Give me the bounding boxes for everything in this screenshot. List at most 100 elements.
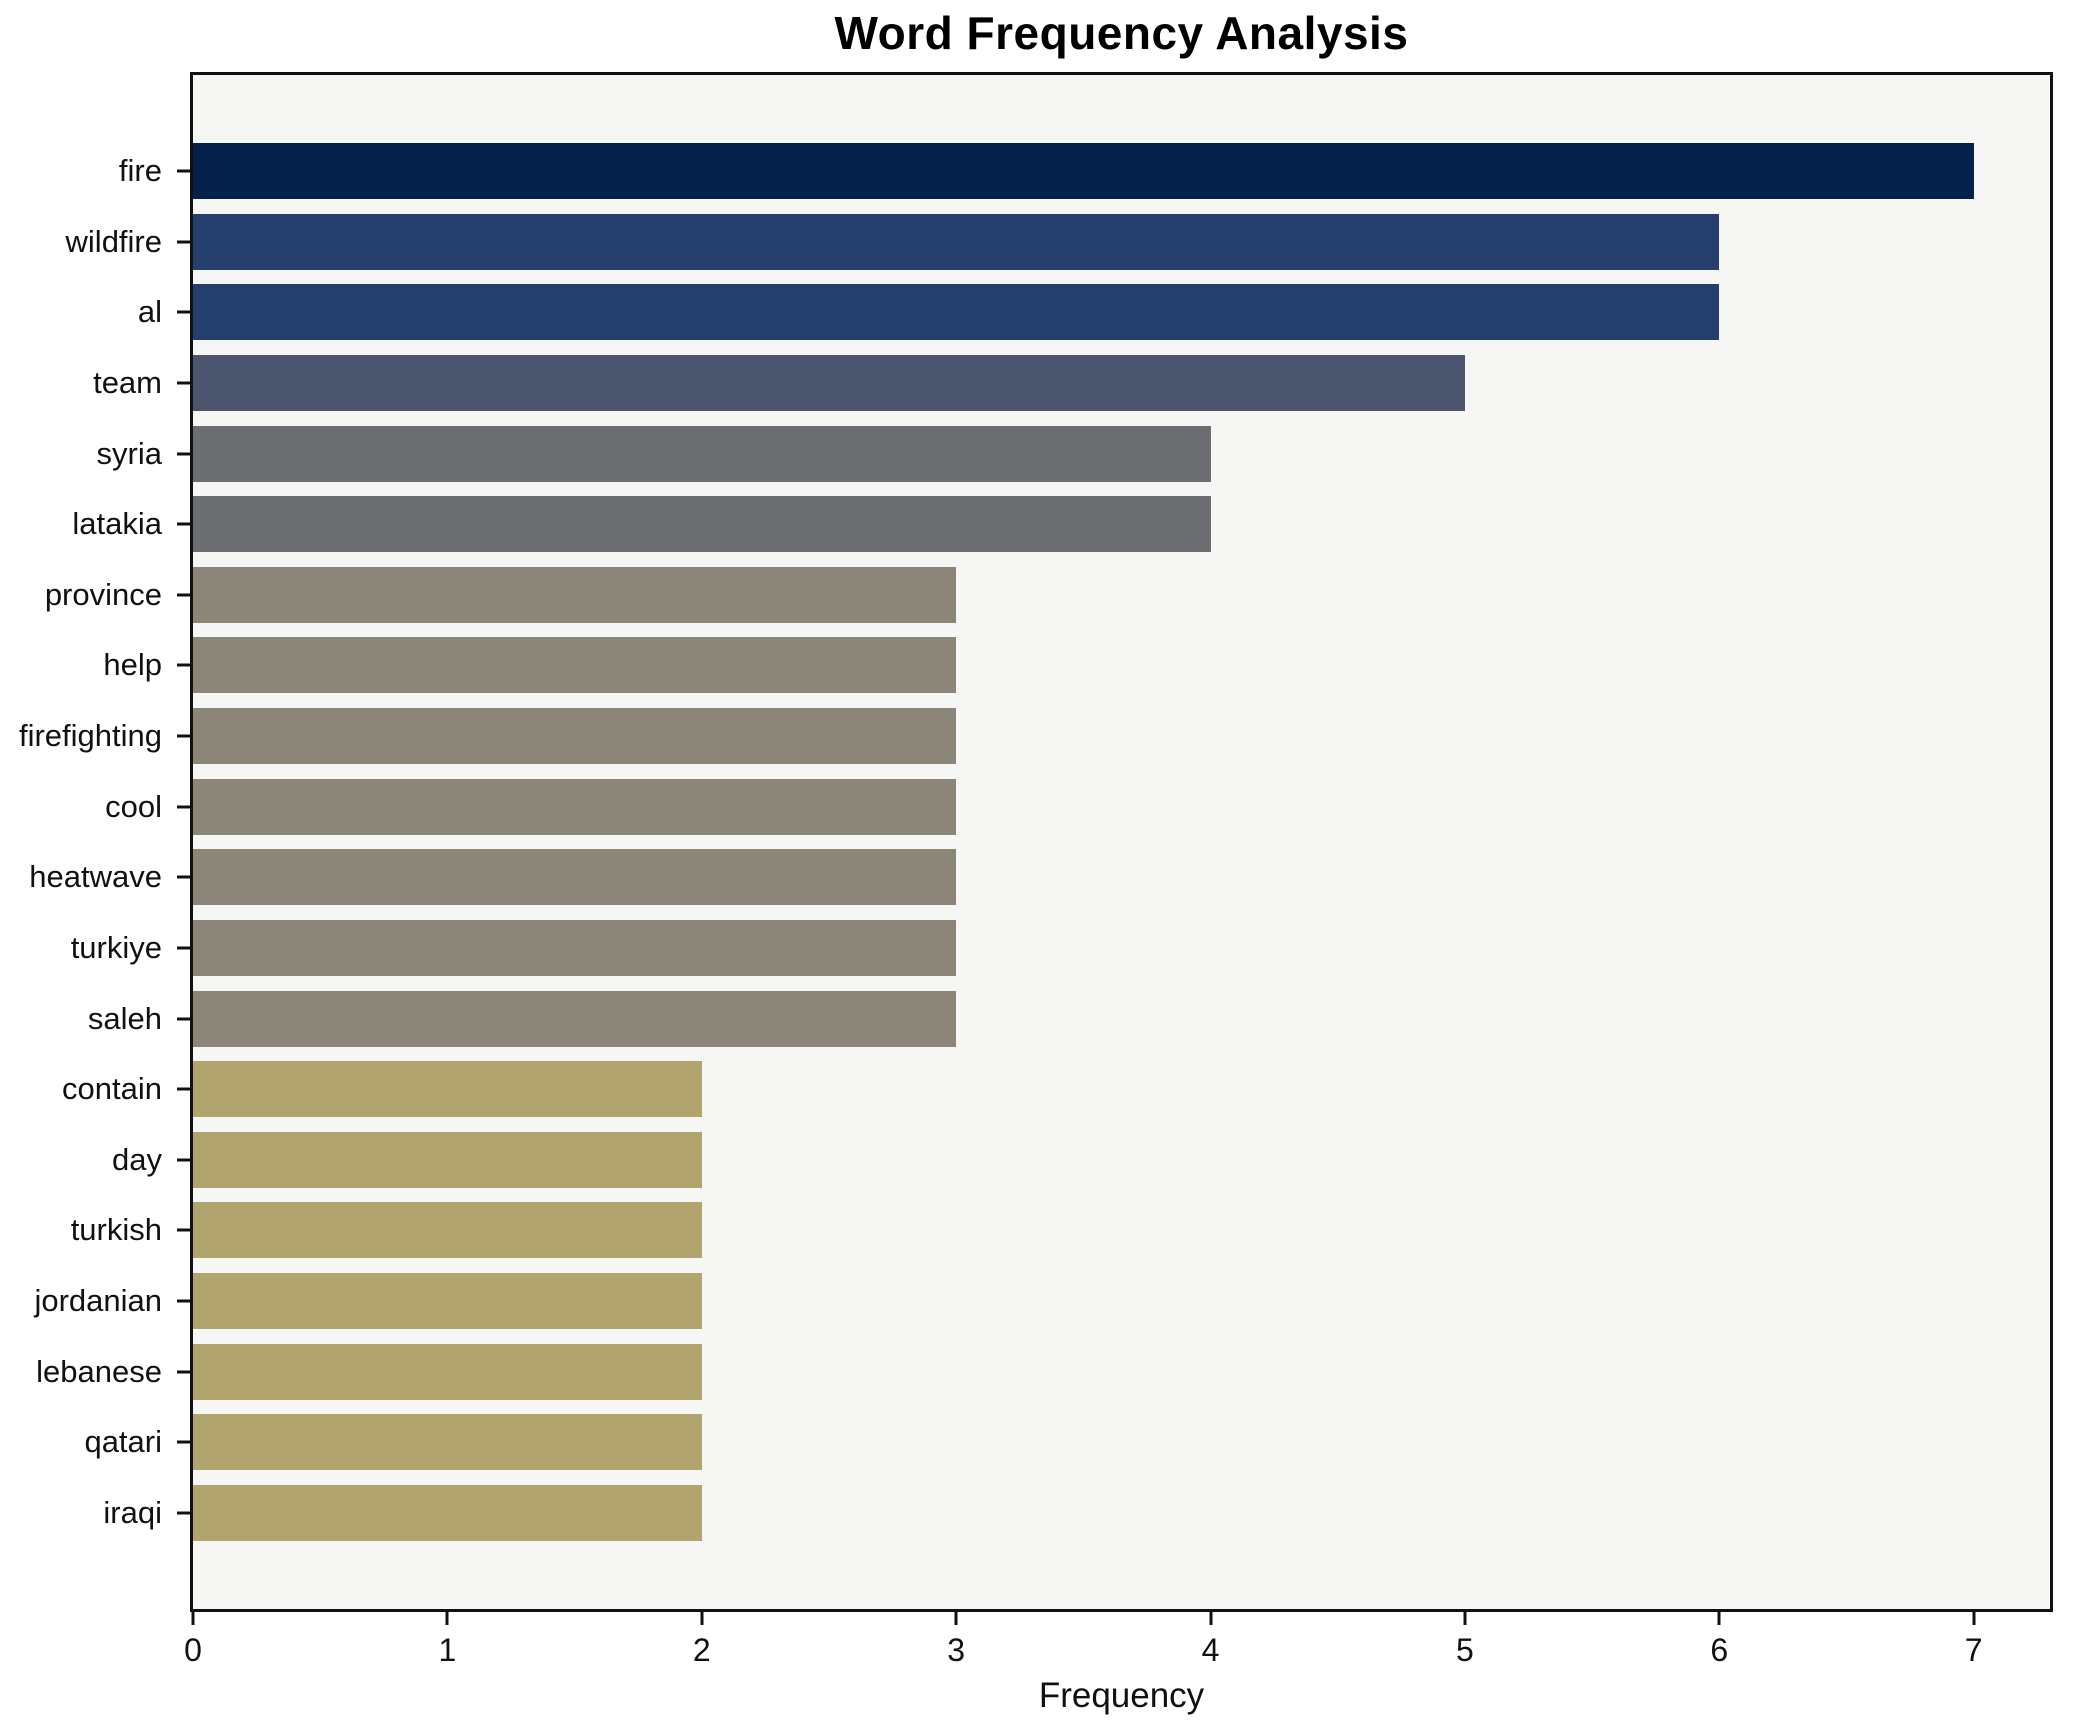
bar xyxy=(193,566,957,623)
y-tick-label: turkish xyxy=(70,1212,162,1248)
bar-row: al xyxy=(138,284,2050,341)
x-tick-label: 2 xyxy=(692,1632,711,1668)
x-tick-mark xyxy=(1717,1612,1721,1625)
y-tick-mark xyxy=(177,381,190,385)
bar xyxy=(193,1131,702,1188)
y-tick-label: al xyxy=(137,294,162,330)
y-tick-label: saleh xyxy=(87,1000,162,1036)
y-tick-mark xyxy=(177,169,190,173)
bar-row: firefighting xyxy=(19,708,2050,764)
bar xyxy=(193,354,1465,411)
y-tick-mark xyxy=(177,1158,190,1162)
x-tick-mark xyxy=(1209,1612,1213,1625)
y-tick-label: turkiye xyxy=(70,929,162,965)
bar-row: fire xyxy=(119,143,2050,199)
y-tick-mark xyxy=(177,1299,190,1303)
bar-row: saleh xyxy=(88,990,2050,1047)
plot-area: fire wildfire al team syria latakia province he… xyxy=(19,72,2053,1612)
bar xyxy=(193,1484,702,1541)
y-tick-label: qatari xyxy=(84,1424,162,1460)
bar xyxy=(193,637,957,694)
bar xyxy=(193,849,957,906)
y-tick-label: day xyxy=(112,1141,162,1177)
y-tick-label: syria xyxy=(96,435,162,471)
x-tick-mark xyxy=(445,1612,449,1625)
bar-row: cool xyxy=(105,778,2050,835)
bar xyxy=(193,990,957,1047)
x-tick-label: 5 xyxy=(1456,1632,1474,1668)
y-tick-mark xyxy=(177,1440,190,1444)
bar-row: jordanian xyxy=(34,1273,2050,1329)
y-tick-mark xyxy=(177,875,190,879)
bar-row: lebanese xyxy=(36,1343,2050,1400)
bar xyxy=(193,919,957,976)
y-tick-mark xyxy=(177,1017,190,1020)
bar xyxy=(193,213,1720,270)
bar-row: iraqi xyxy=(103,1484,2050,1541)
y-tick-label: iraqi xyxy=(103,1494,162,1530)
y-tick-label: lebanese xyxy=(36,1353,162,1389)
y-tick-mark xyxy=(177,310,190,314)
y-tick-label: help xyxy=(103,647,162,683)
bar-row: day xyxy=(112,1131,2050,1188)
bar xyxy=(193,1414,702,1471)
bar-rows-container: fire wildfire al team syria latakia province he… xyxy=(19,75,2050,1609)
y-tick-label: heatwave xyxy=(29,859,162,895)
x-tick-mark xyxy=(700,1612,704,1625)
x-tick-mark xyxy=(1463,1612,1467,1625)
bar-row: help xyxy=(103,637,2050,694)
bar-row: turkish xyxy=(71,1202,2050,1259)
x-axis-label: Frequency xyxy=(1038,1676,1205,1715)
y-tick-label: wildfire xyxy=(65,223,162,259)
bar-row: latakia xyxy=(72,496,2050,553)
bar xyxy=(193,1061,702,1118)
bar-row: qatari xyxy=(84,1414,2050,1471)
y-tick-label: firefighting xyxy=(18,718,162,753)
x-tick-label: 3 xyxy=(947,1632,966,1668)
bar xyxy=(193,1343,702,1400)
y-tick-mark xyxy=(177,522,190,526)
bar-row: heatwave xyxy=(29,849,2050,906)
bar-row: province xyxy=(45,566,2050,623)
bar xyxy=(193,1273,702,1329)
bar xyxy=(193,778,957,835)
y-tick-mark xyxy=(177,734,190,738)
bar xyxy=(193,143,1974,199)
bar-row: contain xyxy=(62,1061,2050,1118)
y-tick-label: contain xyxy=(62,1071,162,1107)
x-tick-label: 1 xyxy=(438,1632,457,1668)
y-tick-mark xyxy=(177,452,190,455)
bar-row: wildfire xyxy=(66,213,2050,270)
bar xyxy=(193,496,1211,553)
chart-title: Word Frequency Analysis xyxy=(834,7,1409,59)
y-tick-mark xyxy=(177,1087,190,1091)
bar xyxy=(193,284,1720,341)
x-tick-label: 4 xyxy=(1201,1632,1220,1668)
bar xyxy=(193,425,1211,482)
y-tick-mark xyxy=(177,1370,190,1374)
y-tick-mark xyxy=(177,946,190,950)
bar xyxy=(193,1202,702,1259)
y-tick-mark xyxy=(177,240,190,244)
y-tick-mark xyxy=(177,663,190,667)
x-tick-label: 7 xyxy=(1964,1632,1983,1668)
y-tick-label: latakia xyxy=(72,506,162,542)
y-tick-label: jordanian xyxy=(34,1283,162,1318)
x-tick-mark xyxy=(954,1612,958,1625)
y-tick-mark xyxy=(177,1228,190,1232)
bar xyxy=(193,708,957,764)
y-tick-label: province xyxy=(44,576,162,612)
x-tick-mark xyxy=(1972,1612,1976,1625)
y-tick-mark xyxy=(177,1511,190,1515)
bar-row: turkiye xyxy=(71,919,2050,976)
y-tick-mark xyxy=(177,593,190,597)
bar-row: team xyxy=(93,354,2050,411)
bar-row: syria xyxy=(97,425,2050,482)
x-tick-label: 6 xyxy=(1710,1632,1729,1668)
y-tick-label: team xyxy=(93,364,162,400)
y-tick-label: fire xyxy=(118,153,162,188)
x-tick-label: 0 xyxy=(184,1632,202,1668)
y-tick-label: cool xyxy=(105,788,162,824)
y-tick-mark xyxy=(177,805,190,809)
